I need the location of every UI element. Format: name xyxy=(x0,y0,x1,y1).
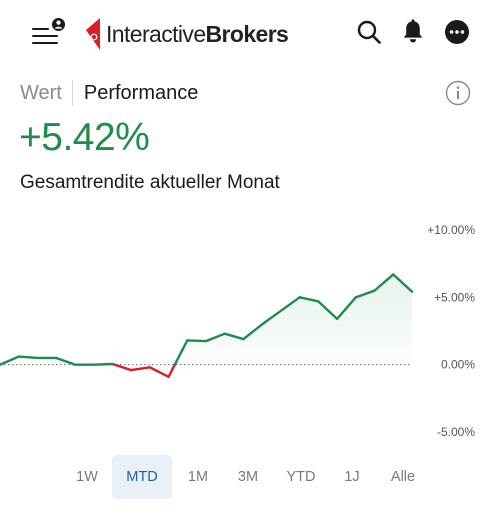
chart-area-fill xyxy=(174,274,412,365)
logo-mark-icon xyxy=(86,18,100,50)
app-header: InteractiveBrokers xyxy=(0,0,492,66)
chart-line-segment xyxy=(148,366,170,378)
time-range-selector: 1W MTD 1M 3M YTD 1J Alle xyxy=(62,455,442,499)
more-icon xyxy=(445,20,469,44)
menu-button[interactable] xyxy=(30,18,66,50)
chart-line-segment xyxy=(223,332,245,341)
search-icon xyxy=(357,20,381,44)
chart-line-segment xyxy=(392,273,414,293)
chart-line-segment xyxy=(92,362,114,366)
chart-line-segment xyxy=(242,323,264,341)
performance-chart: +10.00% +5.00% 0.00% -5.00% xyxy=(0,223,475,439)
range-3m[interactable]: 3M xyxy=(237,469,259,485)
user-badge-icon xyxy=(52,18,65,31)
tab-performance[interactable]: Performance xyxy=(83,82,199,104)
view-tabs: Wert Performance xyxy=(20,80,198,106)
chart-line-segment xyxy=(129,366,152,372)
chart-line-segment xyxy=(186,339,208,343)
chart-y-tick-label: -5.00% xyxy=(437,425,475,439)
menu-icon-line xyxy=(32,42,58,45)
notifications-button[interactable] xyxy=(399,18,427,46)
performance-value: +5.42% xyxy=(19,116,150,159)
performance-label: Gesamtrendite aktueller Monat xyxy=(20,172,280,193)
chart-line-segment xyxy=(0,355,20,366)
chart-line-segment xyxy=(204,332,226,343)
chart-y-tick-label: 0.00% xyxy=(441,358,475,372)
logo-text: InteractiveBrokers xyxy=(106,20,289,47)
chart-line-segment xyxy=(298,296,320,303)
search-button[interactable] xyxy=(355,18,383,46)
range-1m[interactable]: 1M xyxy=(187,469,209,485)
more-options-button[interactable] xyxy=(443,18,471,46)
chart-y-tick-label: +10.00% xyxy=(427,223,475,237)
range-alle[interactable]: Alle xyxy=(390,469,416,485)
chart-y-tick-label: +5.00% xyxy=(434,290,475,304)
chart-line-segment xyxy=(113,363,133,372)
chart-line-segment xyxy=(167,363,176,378)
menu-icon-line xyxy=(32,35,58,38)
tab-wert[interactable]: Wert xyxy=(20,82,62,104)
tab-divider xyxy=(71,80,73,106)
range-ytd[interactable]: YTD xyxy=(286,469,316,485)
bell-icon xyxy=(403,19,423,43)
info-button[interactable] xyxy=(445,80,471,106)
brand-logo: InteractiveBrokers xyxy=(84,16,289,52)
chart-line-segment xyxy=(373,273,395,292)
range-1j[interactable]: 1J xyxy=(344,469,360,485)
chart-line-segment xyxy=(173,339,189,366)
chart-line-segment xyxy=(17,355,39,360)
info-icon xyxy=(445,80,471,106)
range-mtd[interactable]: MTD xyxy=(112,455,172,499)
chart-line-segment xyxy=(354,289,376,299)
range-1w[interactable]: 1W xyxy=(76,469,98,485)
menu-icon xyxy=(32,28,49,31)
chart-line-segment xyxy=(317,300,339,321)
chart-line-segment xyxy=(279,296,301,313)
chart-line-segment xyxy=(335,296,358,321)
chart-line-segment xyxy=(260,309,283,326)
chart-line-segment xyxy=(54,356,77,366)
